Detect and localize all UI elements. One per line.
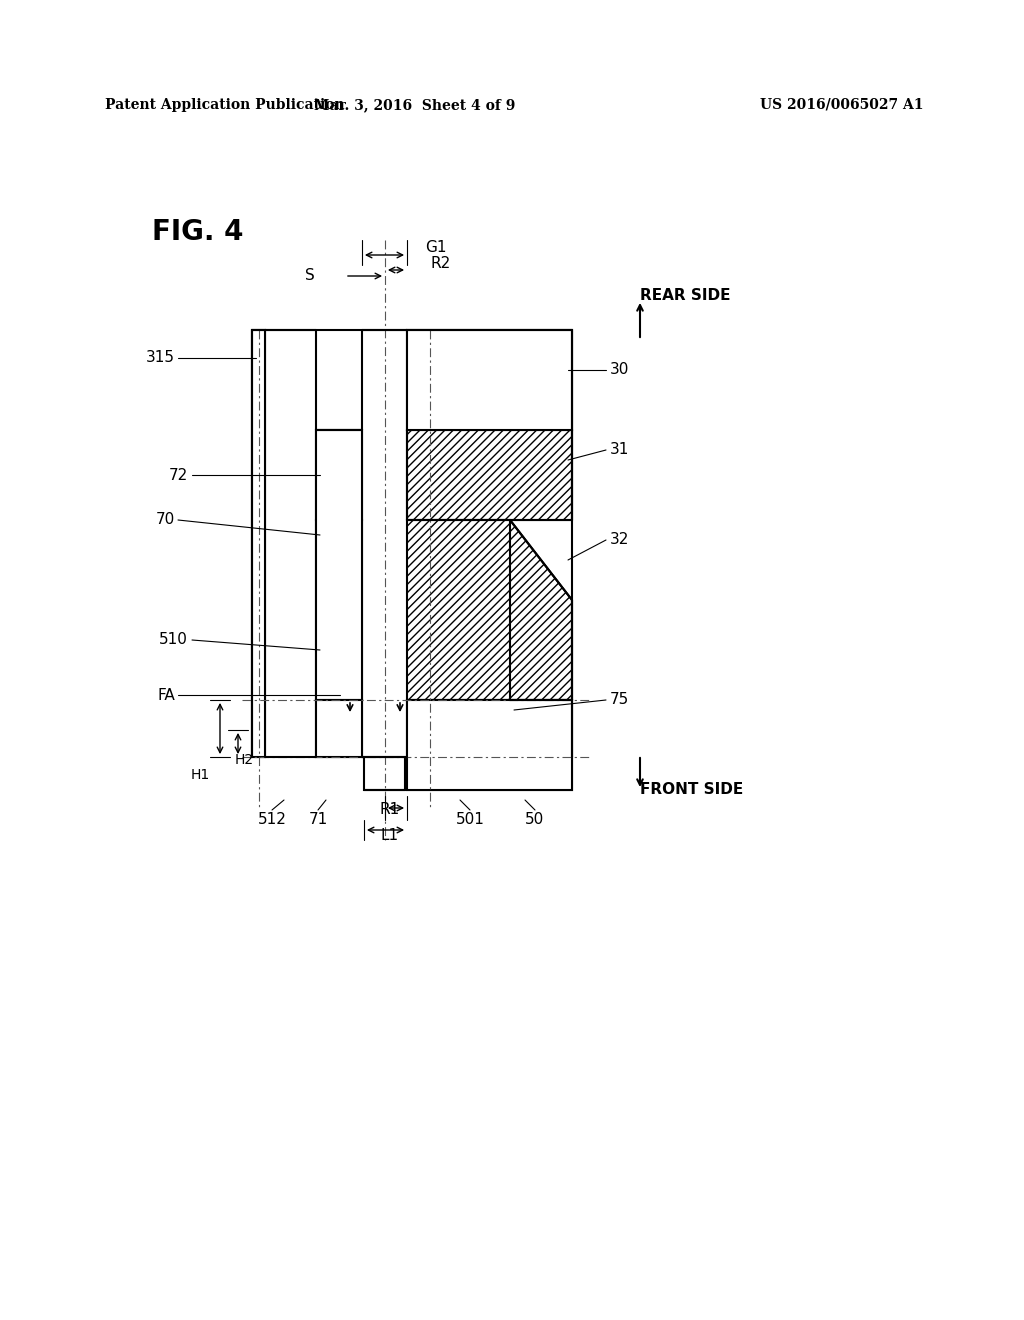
Text: 30: 30: [610, 363, 630, 378]
Text: R2: R2: [430, 256, 451, 271]
Bar: [407, 330, 572, 430]
Polygon shape: [407, 700, 572, 789]
Text: 510: 510: [159, 632, 188, 648]
Text: 501: 501: [456, 813, 484, 828]
Text: FRONT SIDE: FRONT SIDE: [640, 783, 743, 797]
Text: REAR SIDE: REAR SIDE: [640, 288, 730, 302]
Text: FA: FA: [158, 688, 175, 702]
Bar: [407, 700, 572, 789]
Bar: [316, 430, 362, 700]
Text: H1: H1: [190, 768, 210, 781]
Text: S: S: [305, 268, 315, 282]
Text: G1: G1: [425, 240, 446, 256]
Polygon shape: [407, 520, 572, 700]
Text: H2: H2: [234, 752, 254, 767]
Text: 70: 70: [156, 512, 175, 528]
Text: L1: L1: [381, 828, 399, 842]
Polygon shape: [316, 430, 362, 520]
Text: Patent Application Publication: Patent Application Publication: [105, 98, 345, 112]
Text: 50: 50: [525, 813, 545, 828]
Text: 75: 75: [610, 693, 630, 708]
Text: 32: 32: [610, 532, 630, 548]
Text: 31: 31: [610, 442, 630, 458]
Text: 71: 71: [308, 813, 328, 828]
Bar: [364, 756, 406, 789]
Text: 512: 512: [258, 813, 287, 828]
Text: US 2016/0065027 A1: US 2016/0065027 A1: [760, 98, 924, 112]
Polygon shape: [252, 330, 265, 756]
Text: 72: 72: [169, 467, 188, 483]
Polygon shape: [407, 430, 572, 520]
Polygon shape: [316, 700, 362, 756]
Text: FIG. 4: FIG. 4: [152, 218, 244, 246]
Text: R1: R1: [380, 803, 400, 817]
Bar: [316, 700, 362, 756]
Bar: [252, 330, 265, 756]
Text: 315: 315: [146, 351, 175, 366]
Text: Mar. 3, 2016  Sheet 4 of 9: Mar. 3, 2016 Sheet 4 of 9: [314, 98, 516, 112]
Polygon shape: [316, 520, 362, 700]
Polygon shape: [407, 330, 572, 430]
